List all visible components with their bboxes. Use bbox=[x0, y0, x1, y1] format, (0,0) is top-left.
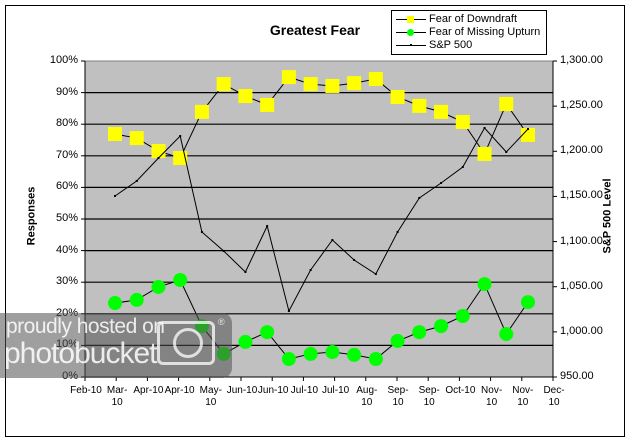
y2-tick-label: 1,250.00 bbox=[560, 99, 603, 112]
x-tick-label: Jul-10 bbox=[321, 385, 350, 396]
legend-label: Fear of Missing Upturn bbox=[429, 26, 541, 38]
legend-item-sp500: S&P 500 bbox=[396, 39, 472, 52]
x-tick-label: Nov- 10 bbox=[481, 385, 503, 408]
x-tick-label: Sep-10 bbox=[387, 385, 409, 408]
chart-title: Greatest Fear bbox=[269, 22, 361, 38]
y2-tick-label: 1,150.00 bbox=[560, 189, 603, 202]
y2-tick-label: 1,300.00 bbox=[560, 54, 603, 66]
x-tick-label: Apr-10 bbox=[133, 385, 164, 396]
y2-tick-label: 1,000.00 bbox=[560, 324, 603, 337]
y-tick-label: 40% bbox=[55, 243, 78, 256]
circle-marker-icon bbox=[396, 26, 426, 39]
y2-tick-label: 1,200.00 bbox=[560, 144, 603, 157]
legend-item-missing-upturn: Fear of Missing Upturn bbox=[396, 26, 540, 39]
watermark-line2: photobucket bbox=[4, 337, 157, 370]
registered-mark: ® bbox=[218, 317, 225, 327]
y-tick-label: 100% bbox=[49, 54, 78, 66]
y2-tick-label: 950.00 bbox=[560, 370, 594, 382]
x-tick-label: Dec- 10 bbox=[543, 385, 565, 408]
y-tick-label: 80% bbox=[55, 117, 78, 130]
x-tick-label: Jun-10 bbox=[257, 385, 289, 396]
square-marker-icon bbox=[396, 13, 426, 26]
y-tick-label: 60% bbox=[55, 180, 78, 193]
y2-tick-label: 1,100.00 bbox=[560, 234, 603, 247]
x-tick-label: Jun-10 bbox=[226, 385, 258, 396]
x-tick-label: Oct-10 bbox=[445, 385, 476, 396]
x-tick-label: Feb-10 bbox=[70, 385, 102, 396]
y2-tick-label: 1,050.00 bbox=[560, 279, 603, 292]
y-tick-label: 50% bbox=[55, 212, 78, 224]
legend-label: S&P 500 bbox=[429, 39, 473, 51]
y-tick-label: 30% bbox=[55, 275, 78, 288]
watermark-line1: proudly hosted on bbox=[6, 315, 165, 338]
legend-item-downdraft: Fear of Downdraft bbox=[396, 13, 517, 26]
dot-marker-icon bbox=[396, 39, 426, 52]
camera-icon bbox=[157, 321, 215, 365]
y-tick-label: 90% bbox=[55, 85, 78, 98]
legend-label: Fear of Downdraft bbox=[429, 13, 518, 25]
x-tick-label: Aug- 10 bbox=[356, 385, 378, 408]
x-tick-label: Mar- 10 bbox=[106, 385, 128, 408]
y-axis-title: Responses bbox=[25, 186, 38, 246]
x-tick-label: Sep-10 bbox=[418, 385, 440, 408]
x-tick-label: Apr-10 bbox=[164, 385, 195, 396]
y-tick-label: 70% bbox=[55, 148, 78, 161]
photobucket-watermark: proudly hosted on photobucket ® bbox=[0, 313, 232, 378]
x-tick-label: Nov- 10 bbox=[512, 385, 534, 408]
x-tick-label: Jul-10 bbox=[290, 385, 319, 396]
x-tick-label: May- 10 bbox=[199, 385, 222, 408]
y2-axis-title: S&P 500 Level bbox=[601, 178, 614, 254]
legend: Fear of Downdraft Fear of Missing Upturn… bbox=[391, 10, 547, 55]
